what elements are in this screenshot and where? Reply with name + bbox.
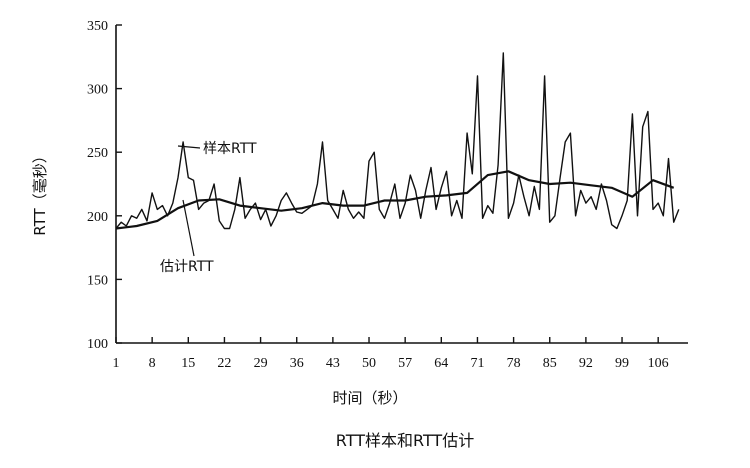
x-tick-label: 15 xyxy=(181,356,195,371)
sample-rtt-annotation: 样本RTT xyxy=(203,141,257,157)
x-tick-label: 71 xyxy=(470,356,484,371)
x-axis-title: 时间（秒） xyxy=(332,389,407,407)
y-tick-label: 200 xyxy=(87,210,108,225)
x-tick-label: 1 xyxy=(113,356,120,371)
series-layer xyxy=(115,52,680,230)
x-ticks: 1 8 15 22 29 36 43 50 57 64 71 78 85 92 99 106 xyxy=(113,337,669,371)
x-tick-label: 85 xyxy=(543,356,557,371)
series-line-sample-rtt xyxy=(115,52,680,230)
chart-axes xyxy=(115,25,688,344)
y-tick-label: 300 xyxy=(87,83,108,98)
x-tick-label: 78 xyxy=(507,356,521,371)
x-tick-label: 43 xyxy=(326,356,340,371)
x-tick-label: 50 xyxy=(362,356,376,371)
estimated-rtt-leader xyxy=(182,199,195,257)
chart-caption: RTT样本和RTT估计 xyxy=(336,431,474,450)
x-tick-label: 92 xyxy=(579,356,593,371)
y-tick-label: 350 xyxy=(87,19,108,34)
y-tick-label: 150 xyxy=(87,273,108,288)
y-tick-label: 250 xyxy=(87,146,108,161)
annotations: 样本RTT 估计RTT xyxy=(160,141,257,275)
x-tick-label: 99 xyxy=(615,356,629,371)
series-line-estimated-rtt xyxy=(115,170,675,230)
x-tick-label: 22 xyxy=(217,356,231,371)
x-tick-label: 8 xyxy=(149,356,156,371)
y-tick-label: 100 xyxy=(87,337,108,352)
sample-rtt-leader xyxy=(177,145,201,149)
x-tick-label: 64 xyxy=(434,356,448,371)
y-ticks: 100 150 200 250 300 350 xyxy=(87,19,122,352)
estimated-rtt-annotation: 估计RTT xyxy=(160,259,214,275)
y-axis-title: RTT（毫秒） xyxy=(31,148,49,235)
x-tick-label: 106 xyxy=(648,356,669,371)
x-tick-label: 36 xyxy=(290,356,304,371)
x-tick-label: 57 xyxy=(398,356,412,371)
x-tick-label: 29 xyxy=(254,356,268,371)
